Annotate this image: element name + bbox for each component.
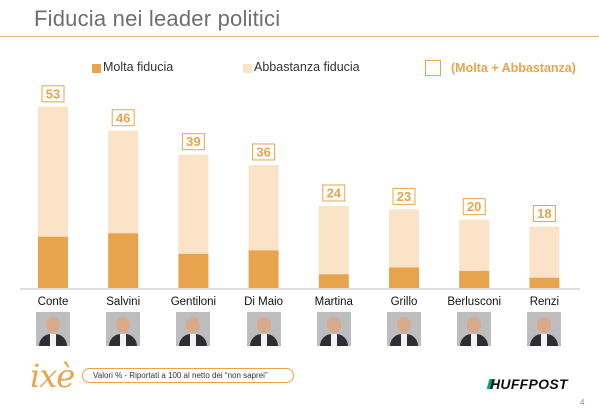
total-label-box-renzi <box>532 204 556 222</box>
total-label-gentiloni: 39 <box>186 134 200 149</box>
portrait-collar <box>471 334 478 346</box>
bar-molta-di-maio <box>248 250 279 288</box>
category-label-grillo: Grillo <box>391 296 418 308</box>
portrait-martina <box>316 312 351 346</box>
category-label-berlusconi: Berlusconi <box>447 296 501 308</box>
ixe-logo: ixè <box>30 357 75 395</box>
total-label-berlusconi: 20 <box>467 199 481 214</box>
total-label-box-berlusconi <box>462 198 486 216</box>
legend-label-molta: Molta fiducia <box>103 60 174 74</box>
portrait-salvini <box>106 312 141 346</box>
total-label-martina: 24 <box>327 185 342 200</box>
category-label-di-maio: Di Maio <box>244 296 283 308</box>
huffpost-logo: HUFFPOST <box>490 376 568 392</box>
total-label-box-gentiloni <box>181 133 205 151</box>
title-divider <box>0 36 599 37</box>
portrait-berlusconi <box>457 312 492 346</box>
portrait-gentiloni <box>176 312 211 346</box>
category-label-renzi: Renzi <box>530 296 559 308</box>
bar-molta-berlusconi <box>459 270 490 288</box>
total-label-salvini: 46 <box>116 110 130 125</box>
footnote: Valori % - Riportati a 100 al netto dei … <box>82 368 294 383</box>
portrait-renzi <box>527 312 562 346</box>
portrait-head <box>256 317 271 333</box>
page-title: Fiducia nei leader politici <box>34 6 281 31</box>
bar-molta-martina <box>318 274 349 288</box>
total-label-box-salvini <box>111 109 135 127</box>
bar-molta-conte <box>38 236 68 288</box>
portrait-head <box>46 317 60 333</box>
portrait-head <box>116 317 131 333</box>
total-label-grillo: 23 <box>397 189 411 204</box>
portrait-collar <box>401 334 407 346</box>
portrait-grillo <box>387 312 421 346</box>
portrait-head <box>186 317 201 333</box>
category-label-gentiloni: Gentiloni <box>171 296 216 308</box>
total-label-di-maio: 36 <box>256 144 270 159</box>
portrait-conte <box>36 312 70 346</box>
legend-total-box <box>425 60 441 76</box>
total-label-box-martina <box>322 184 346 202</box>
legend-label-total: (Molta + Abbastanza) <box>451 61 576 75</box>
labels-layer: 53 Conte 46 Salvini 39 Gentiloni 36 Di Maio 24 Ma… <box>38 85 559 308</box>
total-label-box-di-maio <box>252 143 276 161</box>
portrait-collar <box>120 334 127 346</box>
bar-molta-salvini <box>108 233 139 288</box>
portrait-head <box>397 317 411 333</box>
category-label-conte: Conte <box>38 296 69 308</box>
portrait-collar <box>190 334 197 346</box>
total-label-conte: 53 <box>46 86 60 101</box>
portrait-collar <box>50 334 56 346</box>
portrait-head <box>467 317 482 333</box>
portrait-collar <box>330 334 337 346</box>
bars-layer <box>38 106 560 288</box>
bar-molta-grillo <box>389 267 419 288</box>
portrait-head <box>537 317 552 333</box>
portrait-head <box>326 317 341 333</box>
total-label-box-grillo <box>392 187 416 205</box>
legend-swatch-molta <box>92 64 101 73</box>
category-label-salvini: Salvini <box>106 296 140 308</box>
page-number: 4 <box>580 398 585 407</box>
portrait-collar <box>260 334 267 346</box>
portrait-collar <box>541 334 548 346</box>
bar-molta-gentiloni <box>178 253 209 288</box>
total-label-renzi: 18 <box>537 206 551 221</box>
legend-swatch-abbastanza <box>243 64 252 73</box>
bar-molta-renzi <box>529 277 560 288</box>
category-label-martina: Martina <box>315 296 354 308</box>
portrait-di-maio <box>246 312 281 346</box>
legend-label-abbastanza: Abbastanza fiducia <box>254 60 360 74</box>
total-label-box-conte <box>41 85 65 103</box>
